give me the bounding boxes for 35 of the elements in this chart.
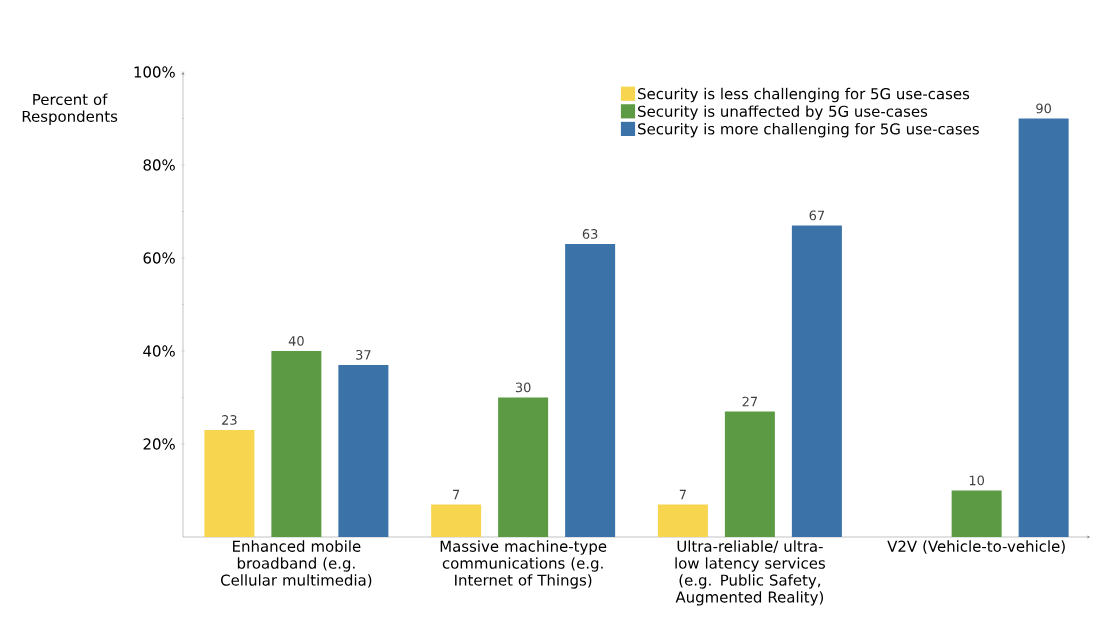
y-tick-label: 20% bbox=[143, 438, 175, 450]
data-label: 63 bbox=[582, 229, 598, 239]
data-label: 23 bbox=[222, 415, 237, 425]
bar bbox=[431, 504, 482, 537]
bar bbox=[338, 364, 389, 537]
y-tick-label: 100% bbox=[134, 66, 175, 78]
x-tick-label: Massive machine-type communications (e.g. Internet of Things) bbox=[440, 540, 607, 589]
y-tick-label: 40% bbox=[143, 345, 175, 357]
bar bbox=[657, 504, 708, 537]
bar bbox=[951, 490, 1002, 537]
data-label: 90 bbox=[1036, 103, 1052, 114]
data-label: 10 bbox=[969, 475, 985, 486]
x-tick-label: V2V (Vehicle-to-vehicle) bbox=[887, 540, 1065, 554]
bar bbox=[271, 351, 322, 537]
legend-label: Security is unaffected by 5G use-cases bbox=[638, 105, 928, 120]
y-tick-label: 80% bbox=[143, 159, 175, 171]
bar bbox=[204, 430, 255, 537]
bar bbox=[498, 397, 549, 537]
bar bbox=[724, 411, 775, 537]
x-tick-label: Enhanced mobile broadband (e.g. Cellular multimedia) bbox=[221, 540, 372, 588]
data-label: 7 bbox=[679, 489, 686, 500]
data-label: 30 bbox=[515, 382, 531, 393]
y-axis-title: Percent of Respondents bbox=[22, 93, 118, 125]
bar bbox=[1018, 118, 1069, 537]
data-label: 27 bbox=[742, 396, 758, 407]
data-label: 67 bbox=[809, 210, 825, 221]
bar bbox=[565, 244, 616, 537]
data-label: 37 bbox=[356, 349, 371, 360]
legend-label: Security is less challenging for 5G use-cases bbox=[638, 87, 970, 103]
data-label: 40 bbox=[288, 336, 304, 346]
data-label: 7 bbox=[453, 489, 460, 500]
y-tick-label: 60% bbox=[143, 252, 175, 264]
x-tick-label: Ultra-reliable/ ultra-low latency services (e.g. Public Safety, Augmented Reality) bbox=[675, 540, 825, 606]
legend-label: Security is more challenging for 5G use-cases bbox=[638, 122, 979, 138]
bar bbox=[791, 225, 842, 537]
